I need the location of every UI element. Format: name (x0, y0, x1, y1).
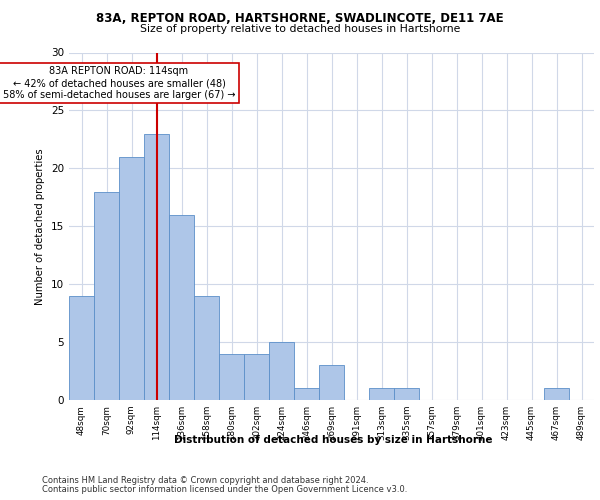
Bar (244, 354, 269, 400)
Bar (369, 388, 394, 400)
Bar (144, 134, 169, 400)
Text: Size of property relative to detached houses in Hartshorne: Size of property relative to detached ho… (140, 24, 460, 34)
Text: Distribution of detached houses by size in Hartshorne: Distribution of detached houses by size … (174, 435, 492, 445)
Bar (119, 157, 144, 400)
Bar (219, 354, 244, 400)
Bar (544, 388, 569, 400)
Bar (269, 342, 294, 400)
Y-axis label: Number of detached properties: Number of detached properties (35, 148, 46, 304)
Bar (94, 192, 119, 400)
Text: 83A REPTON ROAD: 114sqm
← 42% of detached houses are smaller (48)
58% of semi-de: 83A REPTON ROAD: 114sqm ← 42% of detache… (3, 66, 235, 100)
Bar (294, 388, 319, 400)
Bar (69, 296, 94, 400)
Bar (394, 388, 419, 400)
Bar (194, 296, 219, 400)
Text: Contains HM Land Registry data © Crown copyright and database right 2024.: Contains HM Land Registry data © Crown c… (42, 476, 368, 485)
Bar (169, 214, 194, 400)
Text: 83A, REPTON ROAD, HARTSHORNE, SWADLINCOTE, DE11 7AE: 83A, REPTON ROAD, HARTSHORNE, SWADLINCOT… (96, 12, 504, 26)
Bar (319, 365, 344, 400)
Text: Contains public sector information licensed under the Open Government Licence v3: Contains public sector information licen… (42, 485, 407, 494)
